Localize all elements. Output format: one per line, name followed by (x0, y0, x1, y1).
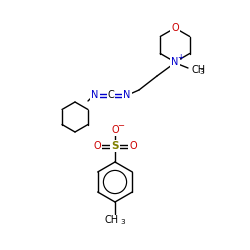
Text: S: S (111, 141, 119, 151)
Text: O: O (171, 23, 179, 33)
Text: O: O (111, 125, 119, 135)
Text: CH: CH (191, 65, 205, 75)
Text: N: N (171, 57, 179, 67)
Text: N: N (123, 90, 131, 100)
Text: 3: 3 (200, 68, 204, 74)
Text: +: + (177, 54, 183, 62)
Text: O: O (93, 141, 101, 151)
Text: 3: 3 (120, 218, 124, 224)
Text: N: N (91, 90, 99, 100)
Text: O: O (129, 141, 137, 151)
Text: C: C (108, 90, 114, 100)
Text: CH: CH (105, 215, 119, 225)
Text: −: − (118, 122, 124, 130)
